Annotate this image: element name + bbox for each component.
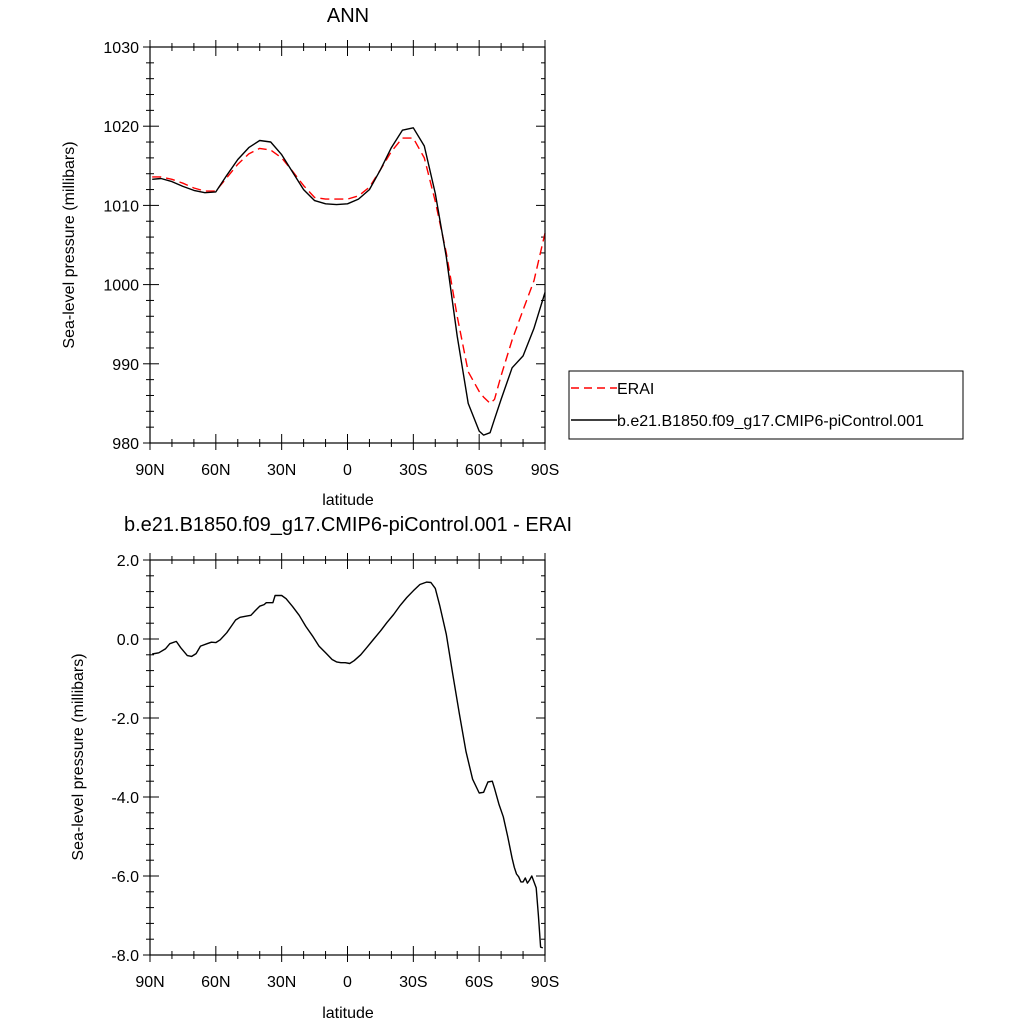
- legend-box: [568, 370, 964, 440]
- y-tick-label: 980: [112, 436, 139, 453]
- x-tick-label: 90S: [531, 462, 559, 479]
- x-axis-label: latitude: [322, 492, 374, 509]
- x-tick-label: 0: [343, 974, 352, 991]
- top-chart: ANN Sea-level pressure (millibars) latit…: [61, 5, 559, 509]
- series-line-erai: [152, 137, 546, 405]
- legend-label-model: b.e21.B1850.f09_g17.CMIP6-piControl.001: [617, 413, 924, 430]
- plot-frame: [149, 559, 546, 956]
- axis-ticks: [143, 553, 546, 962]
- x-tick-label: 30N: [267, 462, 296, 479]
- legend-label-erai: ERAI: [617, 381, 654, 398]
- axis-ticks: [143, 40, 546, 450]
- plot-frame: [149, 46, 546, 444]
- x-tick-label: 60N: [201, 462, 230, 479]
- x-tick-label: 90N: [135, 974, 164, 991]
- chart-title: ANN: [327, 5, 369, 27]
- x-tick-label: 30S: [399, 974, 427, 991]
- x-tick-label: 60S: [465, 462, 493, 479]
- x-tick-label: 30N: [267, 974, 296, 991]
- tick-labels: 980 990 1000 1010 1020 1030 90N 60N 30N 0 30S 60S 90…: [103, 40, 559, 479]
- y-tick-label: -4.0: [111, 790, 139, 807]
- x-tick-label: 60S: [465, 974, 493, 991]
- y-tick-label: 1030: [103, 40, 139, 57]
- y-axis-label: Sea-level pressure (millibars): [61, 141, 78, 348]
- y-tick-label: 2.0: [117, 553, 139, 570]
- y-tick-label: 1010: [103, 198, 139, 215]
- x-tick-label: 0: [343, 462, 352, 479]
- y-axis-label: Sea-level pressure (millibars): [70, 653, 87, 860]
- x-tick-label: 90N: [135, 462, 164, 479]
- x-tick-label: 30S: [399, 462, 427, 479]
- series-line-difference: [152, 581, 544, 949]
- y-tick-label: 0.0: [117, 632, 139, 649]
- y-tick-label: 1020: [103, 119, 139, 136]
- y-tick-label: -8.0: [111, 948, 139, 965]
- x-axis-label: latitude: [322, 1005, 374, 1022]
- y-tick-label: 990: [112, 357, 139, 374]
- bottom-chart: b.e21.B1850.f09_g17.CMIP6-piControl.001 …: [70, 514, 572, 1022]
- x-tick-label: 60N: [201, 974, 230, 991]
- y-tick-label: -6.0: [111, 869, 139, 886]
- series-lines: [152, 581, 544, 949]
- series-lines: [152, 127, 546, 436]
- chart-title: b.e21.B1850.f09_g17.CMIP6-piControl.001 …: [124, 514, 572, 536]
- x-tick-label: 90S: [531, 974, 559, 991]
- series-line-b-e21-b1850-f09-g17-cmip6-picontrol-001: [152, 127, 546, 436]
- legend: ERAI b.e21.B1850.f09_g17.CMIP6-piControl…: [568, 370, 964, 440]
- y-tick-label: -2.0: [111, 711, 139, 728]
- tick-labels: -8.0 -6.0 -4.0 -2.0 0.0 2.0 90N 60N 30N 0 30S 60S 90…: [111, 553, 559, 991]
- y-tick-label: 1000: [103, 278, 139, 295]
